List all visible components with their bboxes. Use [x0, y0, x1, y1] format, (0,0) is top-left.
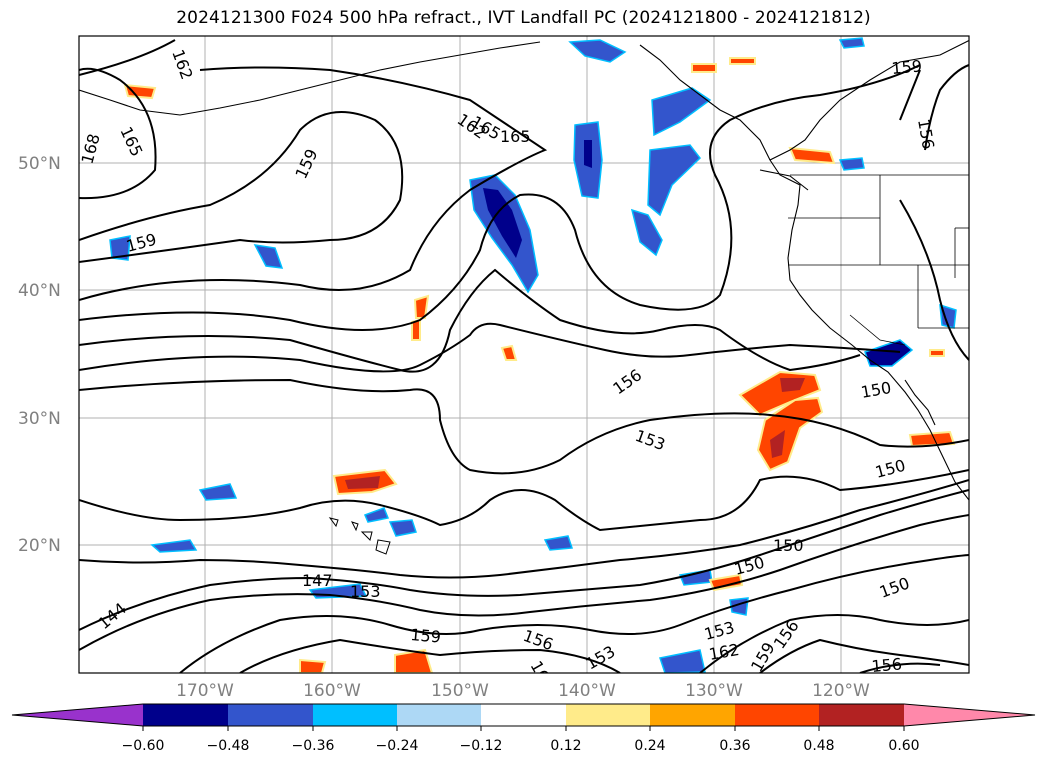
- colorbar-segment: [143, 704, 228, 726]
- negative-anomaly-region: [543, 535, 574, 551]
- colorbar-tick-label: 0.60: [888, 738, 919, 754]
- negative-anomaly-core: [483, 188, 522, 258]
- lon-label: 140°W: [558, 681, 616, 701]
- positive-anomaly-core: [780, 378, 805, 392]
- positive-anomaly-region: [729, 57, 756, 65]
- contour-label: 153: [350, 582, 381, 601]
- longitude-labels: 170°W 160°W 150°W 140°W 130°W 120°W: [176, 681, 870, 701]
- colorbar-tick-label: −0.24: [376, 738, 419, 754]
- chart-title: 2024121300 F024 500 hPa refract., IVT La…: [176, 8, 871, 28]
- borders: [788, 174, 969, 346]
- map-frame: [78, 35, 970, 674]
- negative-anomaly-region: [864, 339, 914, 367]
- negative-anomaly-region: [659, 649, 706, 673]
- colorbar-tick-label: 0.48: [803, 738, 834, 754]
- contour-label: 150: [773, 536, 804, 555]
- positive-anomaly-core: [345, 476, 380, 489]
- lat-label: 20°N: [18, 536, 61, 556]
- filled-field: [109, 37, 957, 673]
- colorbar-segment: [650, 704, 735, 726]
- colorbar-segment: [819, 704, 904, 726]
- negative-anomaly-region: [838, 37, 865, 49]
- colorbar-tick-label: 0.36: [719, 738, 750, 754]
- negative-anomaly-region: [568, 39, 627, 63]
- graticule: [79, 36, 969, 673]
- positive-anomaly-region: [123, 83, 157, 100]
- negative-anomaly-region: [109, 235, 131, 261]
- positive-anomaly-region: [500, 344, 518, 361]
- colorbar-segment: [313, 704, 397, 726]
- contour-label: 147: [302, 571, 333, 590]
- negative-anomaly-core: [584, 140, 592, 168]
- contour-label: 159: [410, 625, 442, 647]
- colorbar-segment: [735, 704, 819, 726]
- colorbar-tick-label: −0.36: [292, 738, 335, 754]
- positive-anomaly-region: [691, 63, 717, 73]
- negative-anomaly-region: [198, 483, 238, 501]
- contour-label: 165: [500, 127, 531, 146]
- positive-anomaly-region: [413, 294, 430, 319]
- lat-label: 30°N: [18, 409, 61, 429]
- positive-anomaly-region: [299, 658, 327, 673]
- latitude-labels: 50°N 40°N 30°N 20°N: [18, 154, 61, 556]
- negative-anomaly-region: [388, 519, 417, 537]
- positive-anomaly-region: [788, 146, 836, 165]
- colorbar-segment: [566, 704, 650, 726]
- coastlines: [79, 39, 969, 501]
- negative-anomaly-region: [253, 244, 284, 269]
- negative-anomaly-region: [838, 157, 865, 171]
- lon-label: 120°W: [812, 681, 870, 701]
- colorbar-segment: [228, 704, 313, 726]
- lat-label: 50°N: [18, 154, 61, 174]
- lon-label: 150°W: [431, 681, 489, 701]
- lon-label: 160°W: [303, 681, 361, 701]
- positive-anomaly-region: [929, 349, 945, 357]
- colorbar-extend-min: [12, 704, 143, 726]
- contour-lines: [79, 39, 969, 673]
- colorbar-tick-label: −0.12: [460, 738, 503, 754]
- negative-anomaly-region: [363, 507, 390, 523]
- colorbar-extend-max: [904, 704, 1035, 726]
- colorbar-tick-label: −0.60: [122, 738, 165, 754]
- contour-label: 156: [871, 654, 903, 676]
- colorbar: −0.60 −0.48 −0.36 −0.24 −0.12 0.12 0.24 …: [11, 703, 1036, 754]
- colorbar-tick-label: 0.24: [634, 738, 665, 754]
- colorbar-tick-label: −0.48: [207, 738, 250, 754]
- colorbar-segment: [397, 704, 481, 726]
- lon-label: 170°W: [176, 681, 234, 701]
- hawaii-islands: [328, 517, 391, 555]
- colorbar-tick-label: 0.12: [550, 738, 581, 754]
- lon-label: 130°W: [685, 681, 743, 701]
- negative-anomaly-region: [630, 208, 663, 257]
- positive-anomaly-region: [908, 430, 956, 448]
- positive-anomaly-core: [770, 430, 785, 458]
- positive-anomaly-region: [708, 573, 744, 592]
- plot-background: [79, 36, 969, 673]
- contour-label: 159: [891, 56, 923, 78]
- negative-anomaly-region: [651, 87, 712, 137]
- negative-anomaly-region: [150, 539, 198, 553]
- colorbar-segment: [481, 704, 566, 726]
- lat-label: 40°N: [18, 281, 61, 301]
- negative-anomaly-region: [647, 144, 702, 217]
